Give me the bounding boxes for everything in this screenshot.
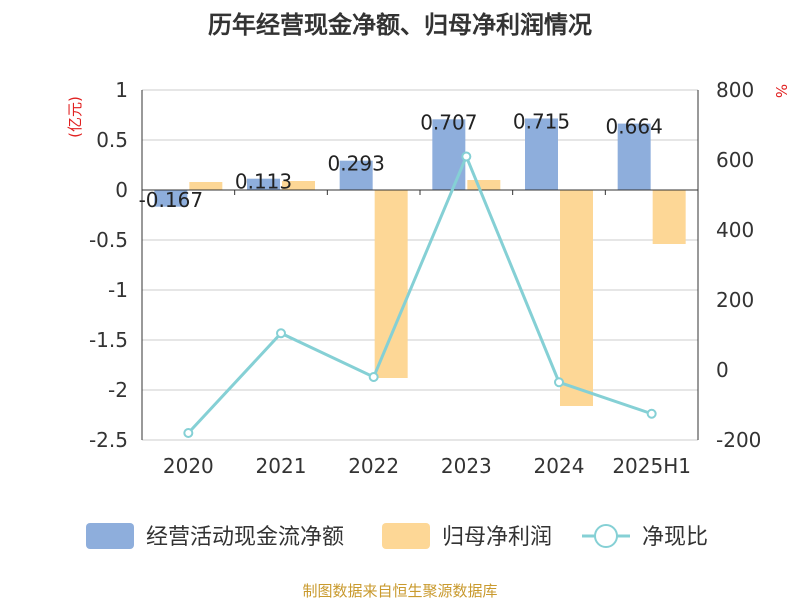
y-right-tick-label: -200 [716,428,761,452]
y-left-tick-label: 0 [115,178,128,202]
bar-layer [154,118,686,406]
legend-swatch [86,523,134,549]
cashflow-data-label: 0.715 [513,110,570,134]
x-category-label: 2024 [534,454,585,478]
net-profit-bar [282,181,315,190]
chart-title: 历年经营现金净额、归母净利润情况 [208,11,592,39]
cashflow-data-label: 0.707 [420,110,477,134]
ratio-point [368,372,379,382]
y-right-tick-label: 0 [716,358,729,382]
net-profit-bar [467,180,501,190]
y-left-tick-label: -2.5 [89,428,128,452]
cashflow-bar [432,119,466,190]
legend-label: 净现比 [642,525,708,550]
line-layer [183,151,657,438]
cashflow-data-label: 0.664 [606,115,663,139]
y-left-tick-label: 0.5 [96,128,128,152]
footer-source: 制图数据来自恒生聚源数据库 [302,582,497,600]
left-axis-unit: (亿元) [66,96,84,138]
cashflow-bar [154,190,188,207]
x-category-label: 2025H1 [612,454,691,478]
net-profit-bar [374,190,408,378]
y-right-tick-label: 200 [716,288,754,312]
ratio-point [461,151,472,162]
y-left-tick-label: 1 [115,78,128,102]
net-profit-bar [652,190,686,244]
cashflow-bar [339,160,373,190]
y-left-tick-label: -1 [108,278,128,302]
y-right-tick-label: 600 [716,148,754,172]
ratio-point [276,328,286,339]
legend-swatch [382,523,430,549]
y-right-tick-label: 800 [716,78,754,102]
x-category-label: 2023 [441,454,492,478]
label-layer: -0.167 0.113 0.293 0.707 0.715 0.664 [139,110,663,213]
ratio-line [187,152,653,435]
x-category-label: 2021 [256,454,307,478]
x-category-label: 2020 [163,454,214,478]
cashflow-data-label: -0.167 [139,188,203,212]
grid-layer [142,89,698,441]
legend: 经营活动现金流净额 归母净利润 净现比 [86,523,708,550]
x-category-label: 2022 [348,454,399,478]
y-right-tick-label: 400 [716,218,754,242]
cashflow-bar [525,118,558,190]
cashflow-data-label: 0.293 [328,152,385,176]
ratio-point [646,408,657,419]
net-profit-bar [560,190,593,406]
net-profit-bar [189,182,223,190]
legend-label: 归母净利润 [442,525,552,550]
axis-layer: 1 0.5 0 -0.5 -1 -1.5 -2 -2.5 800 600 400 200 0 -200 20… [89,78,761,478]
y-left-tick-label: -0.5 [89,228,128,252]
y-left-tick-label: -1.5 [89,328,128,352]
legend-swatch-marker [594,524,618,548]
cashflow-bar [247,178,280,190]
right-axis-unit: % [772,84,790,98]
ratio-point [554,377,564,388]
legend-label: 经营活动现金流净额 [146,525,344,550]
cashflow-data-label: 0.113 [235,170,292,194]
cashflow-bar [617,123,651,190]
ratio-point [183,428,194,438]
y-left-tick-label: -2 [108,378,128,402]
